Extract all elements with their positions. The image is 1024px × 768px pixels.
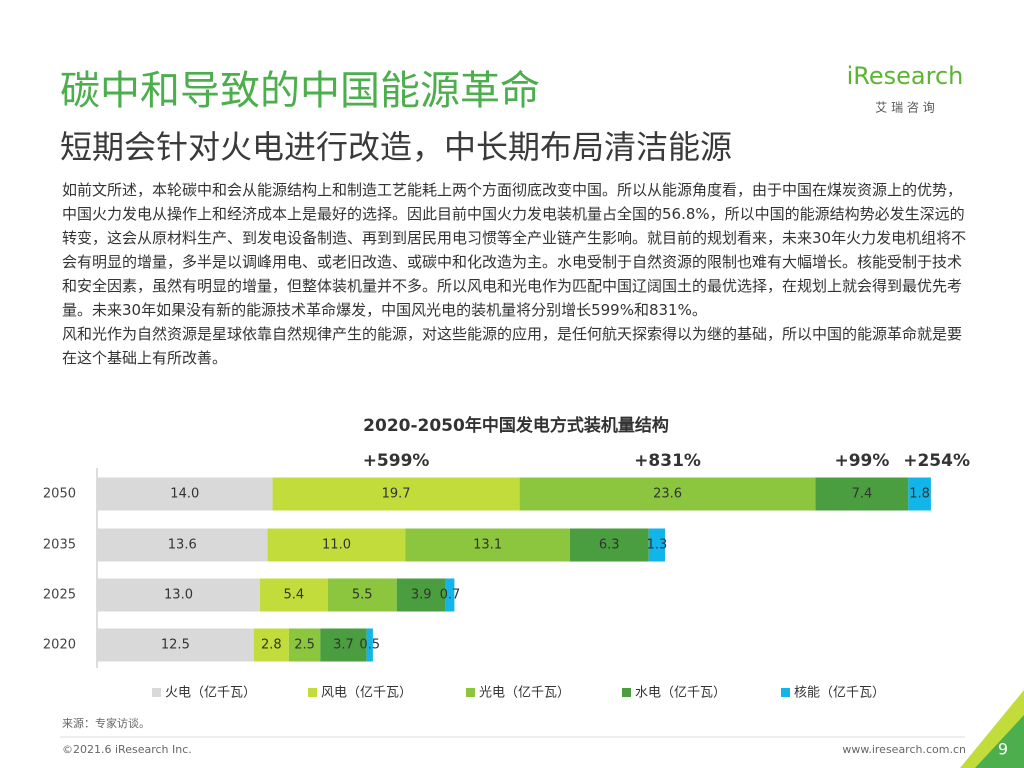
- bar-segment: [97, 578, 261, 612]
- bar-segment: [253, 628, 289, 662]
- data-label: 14.0: [170, 487, 199, 502]
- bar-segment: [97, 528, 268, 562]
- data-label: 3.7: [333, 638, 354, 653]
- data-label: 2.5: [294, 638, 315, 653]
- legend-swatch: [622, 688, 631, 697]
- data-label: 2.8: [261, 638, 282, 653]
- y-tick-label: 2035: [43, 538, 76, 553]
- data-label: 6.3: [599, 538, 620, 553]
- data-label: 1.8: [909, 487, 930, 502]
- bar-segment: [815, 477, 909, 511]
- bar-segment: [97, 477, 273, 511]
- paragraph: 如前文所述，本轮碳中和会从能源结构上和制造工艺能耗上两个方面彻底改变中国。所以从…: [62, 181, 967, 319]
- legend-swatch: [466, 688, 475, 697]
- legend-label: 风电（亿千瓦）: [321, 686, 412, 701]
- legend-label: 火电（亿千瓦）: [165, 686, 256, 701]
- legend-label: 核能（亿千瓦）: [794, 686, 885, 701]
- data-label: 3.9: [411, 588, 432, 603]
- data-label: 13.1: [473, 538, 502, 553]
- body-text: 如前文所述，本轮碳中和会从能源结构上和制造工艺能耗上两个方面彻底改变中国。所以从…: [62, 178, 968, 370]
- data-label: 11.0: [322, 538, 351, 553]
- legend-swatch: [152, 688, 161, 697]
- y-tick-label: 2025: [43, 588, 76, 603]
- data-label: 13.0: [164, 588, 193, 603]
- bar-segment: [405, 528, 570, 562]
- bar-segment: [908, 477, 931, 511]
- legend-swatch: [308, 688, 317, 697]
- y-tick-label: 2020: [43, 638, 76, 653]
- data-label: 23.6: [653, 487, 682, 502]
- copyright: ©2021.6 iResearch Inc.: [62, 743, 192, 756]
- bar-segment: [396, 578, 446, 612]
- paragraph: 风和光作为自然资源是星球依靠自然规律产生的能源，对这些能源的应用，是任何航天探索…: [62, 325, 963, 367]
- source: 来源：专家访谈。: [62, 716, 150, 730]
- data-label: 0.7: [440, 588, 461, 603]
- annotation: +831%: [634, 451, 701, 471]
- bar-segment: [288, 628, 321, 662]
- data-label: 5.4: [284, 588, 305, 603]
- decoration: [975, 715, 1024, 768]
- annotation: +599%: [363, 451, 430, 471]
- bar-segment: [267, 528, 406, 562]
- bar-segment: [519, 477, 816, 511]
- data-label: 7.4: [852, 487, 873, 502]
- y-tick-label: 2050: [43, 487, 76, 502]
- data-label: 13.6: [168, 538, 197, 553]
- data-label: 12.5: [161, 638, 190, 653]
- legend-label: 水电（亿千瓦）: [635, 686, 726, 701]
- legend-swatch: [781, 688, 790, 697]
- bar-segment: [366, 628, 373, 662]
- bar-segment: [97, 628, 254, 662]
- legend-label: 光电（亿千瓦）: [479, 686, 570, 701]
- bar-segment: [327, 578, 397, 612]
- annotation: +254%: [903, 451, 970, 471]
- bar-segment: [445, 578, 455, 612]
- logo: iResearch: [847, 62, 964, 90]
- slide-subtitle: 短期会针对火电进行改造，中长期布局清洁能源: [60, 128, 733, 166]
- data-label: 1.3: [647, 538, 668, 553]
- url: www.iresearch.com.cn: [842, 743, 966, 756]
- page-number: 9: [998, 740, 1008, 759]
- data-label: 19.7: [382, 487, 411, 502]
- data-label: 0.5: [359, 638, 380, 653]
- bar-segment: [569, 528, 649, 562]
- data-label: 5.5: [352, 588, 373, 603]
- bar-segment: [272, 477, 520, 511]
- slide-title: 碳中和导致的中国能源革命: [60, 68, 540, 114]
- annotation: +99%: [834, 451, 889, 471]
- bar-segment: [648, 528, 666, 562]
- logo-subtitle: 艾 瑞 咨 询: [875, 100, 934, 115]
- chart-title: 2020-2050年中国发电方式装机量结构: [363, 415, 669, 436]
- bar-segment: [320, 628, 367, 662]
- bar-segment: [260, 578, 328, 612]
